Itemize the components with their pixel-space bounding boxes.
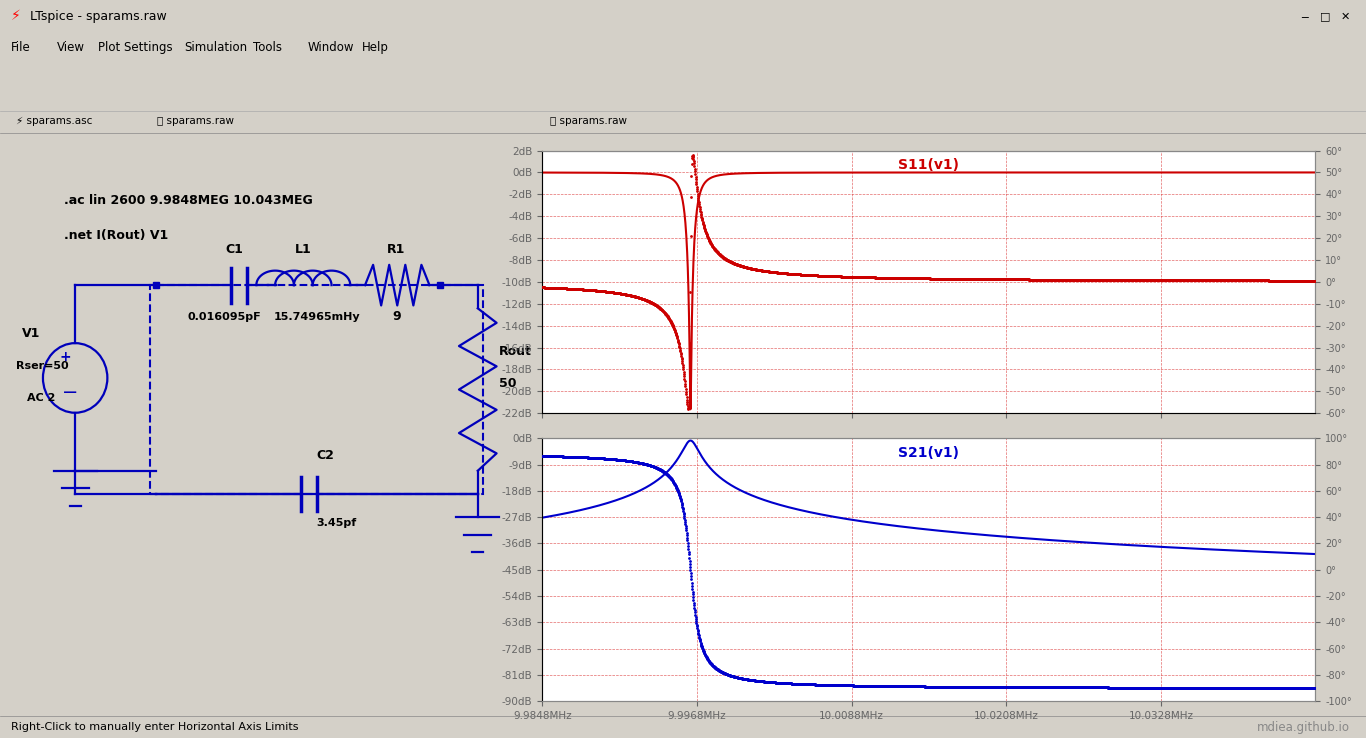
- Text: ✕: ✕: [1341, 12, 1350, 21]
- Text: .ac lin 2600 9.9848MEG 10.043MEG: .ac lin 2600 9.9848MEG 10.043MEG: [64, 194, 313, 207]
- Text: +: +: [59, 350, 71, 364]
- Text: Rout: Rout: [499, 345, 533, 358]
- Text: Window: Window: [307, 41, 354, 55]
- Text: ⚡: ⚡: [11, 10, 20, 24]
- Text: Help: Help: [362, 41, 389, 55]
- Text: V1: V1: [22, 328, 40, 340]
- Text: ─: ─: [1302, 12, 1307, 21]
- Text: View: View: [57, 41, 85, 55]
- Text: S11(v1): S11(v1): [899, 159, 959, 173]
- Text: Tools: Tools: [253, 41, 281, 55]
- Text: mdiea.github.io: mdiea.github.io: [1257, 721, 1350, 734]
- Text: □: □: [1320, 12, 1330, 21]
- Text: Rser=50: Rser=50: [16, 361, 68, 371]
- Text: Right-Click to manually enter Horizontal Axis Limits: Right-Click to manually enter Horizontal…: [11, 723, 298, 732]
- Text: C2: C2: [317, 449, 335, 462]
- Text: 0.016095pF: 0.016095pF: [189, 312, 261, 322]
- Bar: [150, 285, 484, 494]
- Text: Simulation: Simulation: [184, 41, 247, 55]
- Text: .net I(Rout) V1: .net I(Rout) V1: [64, 229, 168, 242]
- Text: 50: 50: [499, 376, 516, 390]
- Text: AC 2: AC 2: [27, 393, 55, 403]
- Text: 3.45pf: 3.45pf: [317, 518, 357, 528]
- Text: C1: C1: [225, 244, 243, 256]
- Text: 9: 9: [392, 310, 400, 323]
- Text: ⚡ sparams.asc: ⚡ sparams.asc: [16, 116, 93, 126]
- Text: −: −: [61, 383, 78, 402]
- Text: File: File: [11, 41, 30, 55]
- Text: 15.74965mHy: 15.74965mHy: [273, 312, 361, 322]
- Text: 📈 sparams.raw: 📈 sparams.raw: [157, 116, 234, 126]
- Text: LTspice - sparams.raw: LTspice - sparams.raw: [30, 10, 167, 23]
- Text: S21(v1): S21(v1): [899, 446, 959, 461]
- Text: Plot Settings: Plot Settings: [98, 41, 173, 55]
- Text: R1: R1: [387, 244, 404, 256]
- Text: 📈 sparams.raw: 📈 sparams.raw: [550, 116, 627, 126]
- Text: L1: L1: [295, 244, 311, 256]
